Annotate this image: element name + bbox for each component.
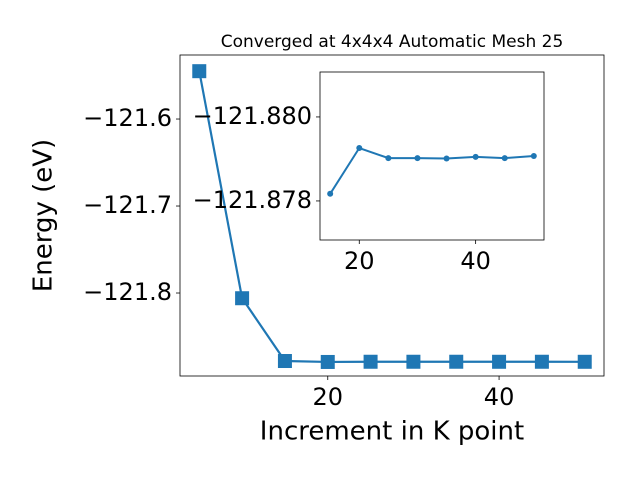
marker (443, 155, 450, 162)
axes-frame (319, 71, 545, 241)
marker (385, 155, 392, 162)
marker (406, 354, 421, 369)
marker (363, 354, 378, 369)
series-line (329, 146, 534, 195)
marker (277, 354, 292, 369)
marker (472, 153, 479, 160)
marker (577, 354, 592, 369)
marker (449, 354, 464, 369)
y-tick-label: −121.7 (83, 191, 172, 219)
marker (414, 155, 421, 162)
x-tick-label: 40 (484, 383, 515, 411)
marker (534, 354, 549, 369)
marker (192, 64, 207, 79)
series-line (198, 70, 585, 364)
x-axis-label: Increment in K point (260, 417, 524, 447)
marker (320, 354, 335, 369)
y-axis-label: Energy (eV) (29, 139, 59, 292)
y-tick-label: −121.880 (193, 102, 312, 130)
x-tick-label: 20 (344, 247, 375, 275)
marker (356, 145, 363, 152)
y-tick-label: −121.878 (193, 186, 312, 214)
x-tick-label: 20 (312, 383, 343, 411)
y-tick-label: −121.6 (83, 104, 172, 132)
x-tick-label: 40 (460, 247, 491, 275)
chart-title: Converged at 4x4x4 Automatic Mesh 25 (221, 32, 564, 52)
marker (501, 155, 508, 162)
marker (235, 291, 250, 306)
marker (327, 190, 334, 197)
axes-frame (179, 54, 605, 377)
marker (530, 153, 537, 159)
marker (492, 354, 507, 369)
y-tick-label: −121.8 (83, 278, 172, 306)
